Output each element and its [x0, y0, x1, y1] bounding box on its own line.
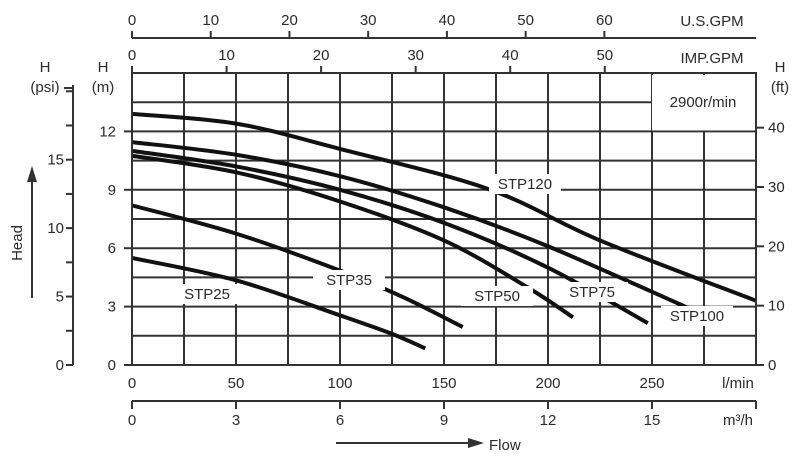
x-tick-label: 50	[228, 375, 245, 392]
x-tick-label: 200	[535, 375, 560, 392]
psi-axis-unit: H	[40, 59, 51, 76]
speed-annotation: 2900r/min	[670, 94, 737, 111]
imp-gpm-tick-label: 50	[596, 47, 613, 64]
m3h-tick-label: 9	[440, 412, 448, 429]
x-tick-label: 100	[327, 375, 352, 392]
us-gpm-tick-label: 30	[360, 12, 377, 29]
annotation-box	[652, 75, 755, 131]
ft-tick-label: 10	[768, 298, 785, 315]
us-gpm-tick-label: 0	[128, 12, 136, 29]
psi-tick-label: 10	[47, 220, 64, 237]
m3h-tick-label: 15	[644, 412, 661, 429]
ft-axis-unit: (ft)	[771, 79, 789, 96]
us-gpm-tick-label: 40	[439, 12, 456, 29]
x-axis-unit: l/min	[722, 375, 754, 392]
plot-border	[131, 72, 757, 366]
x-tick-label: 250	[639, 375, 664, 392]
series-label-bg	[556, 282, 628, 302]
curve-stp120	[131, 111, 757, 303]
series-label-stp50: STP50	[474, 288, 520, 305]
m3h-tick-label: 6	[336, 412, 344, 429]
head-arrow-icon	[27, 166, 37, 182]
imp-gpm-tick-label: 20	[313, 47, 330, 64]
x-tick-label: 150	[431, 375, 456, 392]
imp-gpm-tick-label: 10	[218, 47, 235, 64]
y-tick-label: 9	[108, 182, 116, 199]
imp-gpm-tick-label: 30	[407, 47, 424, 64]
imp-gpm-tick-label: 40	[502, 47, 519, 64]
series-label-stp100: STP100	[670, 308, 724, 325]
m3h-tick-label: 12	[540, 412, 557, 429]
series-label-stp120: STP120	[498, 176, 552, 193]
m3h-axis-unit: m³/h	[723, 412, 753, 429]
x-axis-title: Flow	[489, 437, 521, 454]
y-tick-label: 6	[108, 240, 116, 257]
curve-stp100	[131, 140, 691, 311]
psi-tick-label: 15	[47, 152, 64, 169]
m3h-tick-label: 0	[128, 412, 136, 429]
curve-stp75	[131, 148, 649, 325]
series-label-stp75: STP75	[569, 284, 615, 301]
us-gpm-tick-label: 60	[596, 12, 613, 29]
series-label-bg	[661, 306, 733, 326]
y-axis-unit: H	[98, 59, 109, 76]
psi-tick-label: 5	[56, 289, 64, 306]
ft-tick-label: 40	[768, 120, 785, 137]
curve-stp35	[131, 203, 464, 329]
y-axis-title: Head	[9, 225, 26, 261]
curve-stp25	[131, 255, 427, 351]
series-label-bg	[489, 174, 561, 194]
psi-tick-label: 0	[56, 357, 64, 374]
ft-tick-label: 20	[768, 238, 785, 255]
y-tick-label: 0	[108, 357, 116, 374]
series-label-bg	[171, 284, 243, 304]
ft-tick-label: 30	[768, 179, 785, 196]
m3h-tick-label: 3	[232, 412, 240, 429]
x-tick-label: 0	[128, 375, 136, 392]
series-label-stp35: STP35	[326, 272, 372, 289]
series-label-bg	[461, 286, 533, 306]
y-axis-unit: (m)	[92, 79, 115, 96]
ft-tick-label: 0	[768, 357, 776, 374]
ft-axis-unit: H	[775, 59, 786, 76]
series-label-stp25: STP25	[184, 286, 230, 303]
y-tick-label: 12	[99, 123, 116, 140]
us-gpm-tick-label: 10	[202, 12, 219, 29]
us-gpm-axis-unit: U.S.GPM	[680, 13, 743, 30]
us-gpm-tick-label: 20	[281, 12, 298, 29]
psi-axis-unit: (psi)	[30, 79, 59, 96]
us-gpm-tick-label: 50	[517, 12, 534, 29]
imp-gpm-tick-label: 0	[128, 47, 136, 64]
series-label-bg	[313, 270, 385, 290]
y-tick-label: 3	[108, 299, 116, 316]
flow-arrow-icon	[468, 438, 484, 448]
imp-gpm-axis-unit: IMP.GPM	[680, 50, 743, 67]
